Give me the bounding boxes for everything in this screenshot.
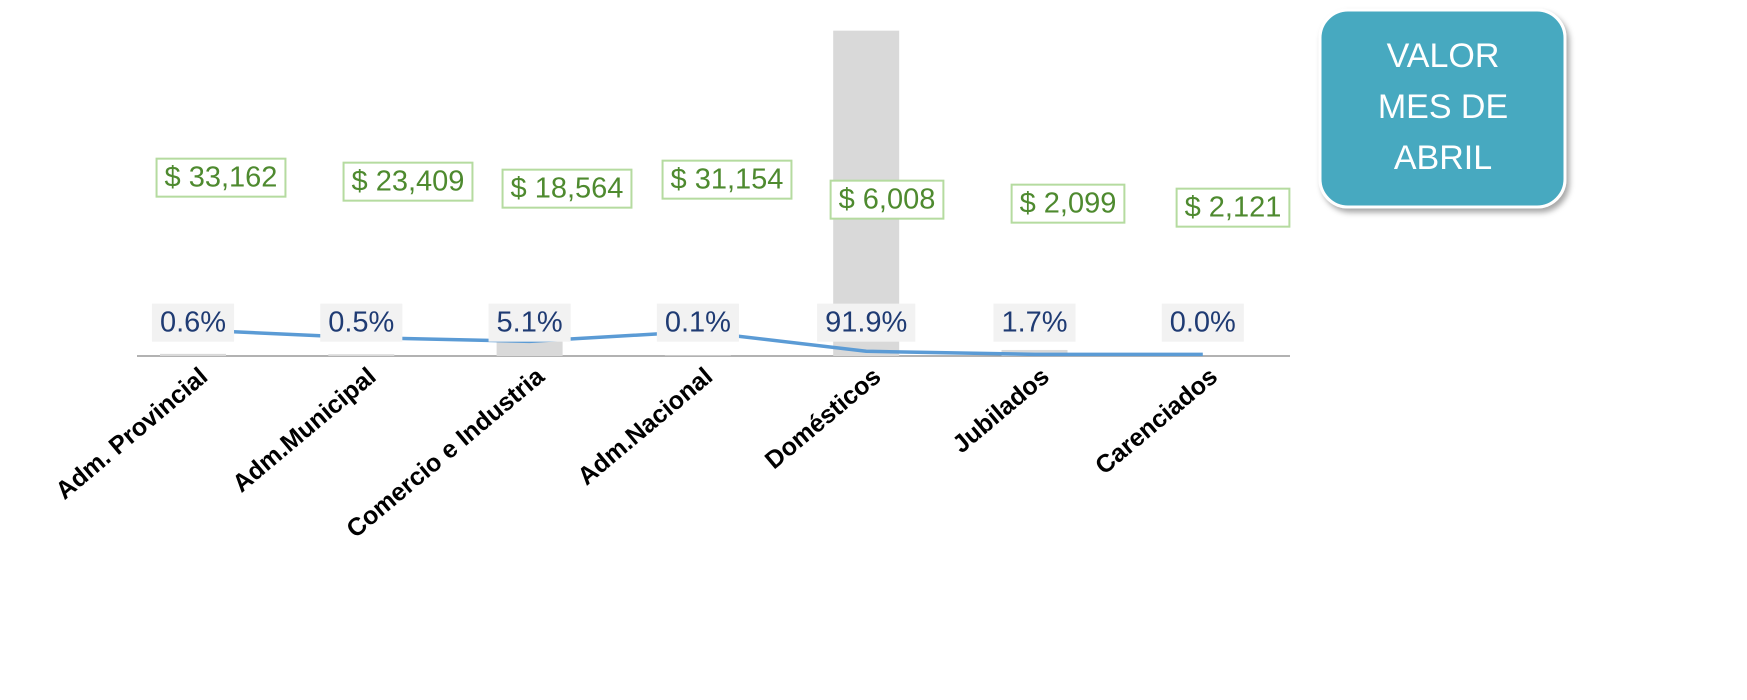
- x-tick-label: Adm. Provincial: [50, 362, 213, 505]
- data-label-text: $ 33,162: [165, 162, 278, 194]
- data-label: 5.1%: [488, 303, 571, 342]
- label-box: [993, 303, 1076, 342]
- data-label-text: $ 2,099: [1020, 188, 1117, 220]
- data-label-text: 91.9%: [825, 307, 907, 339]
- badge-text: MES DE: [1378, 88, 1508, 126]
- badge-text: ABRIL: [1394, 139, 1492, 177]
- data-label: 0.5%: [320, 303, 403, 342]
- x-tick-label: Adm.Nacional: [572, 362, 718, 491]
- data-label: 91.9%: [817, 303, 916, 342]
- data-label-text: $ 6,008: [839, 184, 936, 216]
- data-label: $ 2,121: [1175, 187, 1291, 228]
- label-box: [656, 303, 739, 342]
- label-box: [1175, 187, 1291, 228]
- data-label-text: 0.5%: [328, 307, 394, 339]
- data-label: $ 18,564: [501, 168, 633, 209]
- label-box: [1161, 303, 1244, 342]
- label-box: [488, 303, 571, 342]
- label-box: [155, 157, 287, 198]
- data-label: 0.0%: [1161, 303, 1244, 342]
- badge: [1318, 8, 1567, 209]
- data-label-text: $ 23,409: [352, 166, 465, 198]
- data-label-text: 0.0%: [1170, 307, 1236, 339]
- data-label: $ 6,008: [829, 179, 945, 220]
- x-tick-label: Carenciados: [1090, 362, 1223, 480]
- data-label-text: 5.1%: [497, 307, 563, 339]
- data-label: 1.7%: [993, 303, 1076, 342]
- label-box: [151, 303, 235, 342]
- label-box: [661, 159, 793, 200]
- data-label: 0.6%: [151, 303, 235, 342]
- label-box: [817, 303, 916, 342]
- x-tick-label: Domésticos: [760, 362, 887, 475]
- x-tick-label: Jubilados: [947, 362, 1054, 458]
- bar: [160, 353, 226, 356]
- label-box: [1010, 183, 1126, 224]
- data-label-text: 0.1%: [665, 307, 731, 339]
- data-label-text: $ 31,154: [671, 164, 784, 196]
- bar: [328, 354, 395, 356]
- badge-text: VALOR: [1387, 37, 1500, 75]
- data-label-text: $ 2,121: [1185, 192, 1282, 224]
- data-label-text: 1.7%: [1001, 307, 1067, 339]
- data-label-text: 0.6%: [160, 307, 226, 339]
- label-box: [501, 168, 633, 209]
- data-label: $ 2,099: [1010, 183, 1126, 224]
- data-label: $ 33,162: [155, 157, 287, 198]
- data-label: 0.1%: [656, 303, 739, 342]
- data-label: $ 31,154: [661, 159, 793, 200]
- label-box: [342, 161, 474, 202]
- data-label-text: $ 18,564: [511, 173, 624, 205]
- label-box: [829, 179, 945, 220]
- label-box: [320, 303, 403, 342]
- data-label: $ 23,409: [342, 161, 474, 202]
- x-tick-label: Adm.Municipal: [227, 362, 381, 498]
